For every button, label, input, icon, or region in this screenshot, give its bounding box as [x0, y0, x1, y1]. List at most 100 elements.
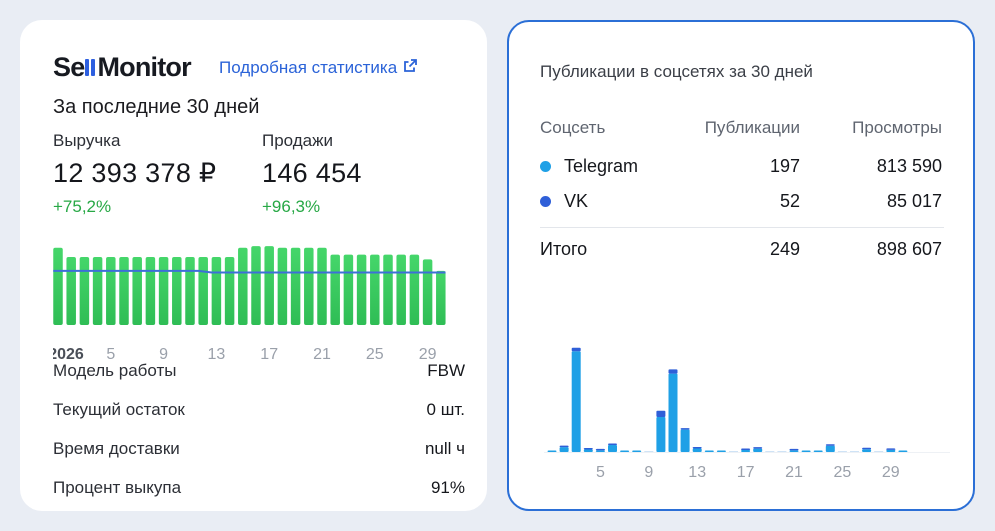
social-publications-card: Публикации в соцсетях за 30 дней Соцсеть…: [507, 20, 975, 511]
sellmonitor-logo: Se Monitor: [53, 52, 192, 82]
vk-bar: [825, 444, 835, 446]
vk-bar: [668, 369, 678, 374]
telegram-legend-dot-icon: [540, 160, 551, 172]
vk-views: 85 017: [886, 191, 942, 211]
empty-bar: [729, 451, 738, 452]
sales-bar: [277, 247, 288, 325]
trend-line: [53, 269, 446, 274]
sales-bar: [436, 270, 446, 325]
vk-bar: [571, 347, 581, 352]
sellmonitor-card: Se Monitor Подробная статистика За послед…: [20, 20, 487, 511]
vk-bar: [583, 447, 593, 450]
sales-change: +96,3%: [262, 197, 321, 216]
telegram-bar: [632, 450, 642, 452]
telegram-bar: [583, 449, 593, 452]
x-tick-label: 9: [159, 346, 168, 363]
sales-bar: [145, 257, 156, 325]
info-value: FBW: [427, 361, 465, 380]
column-header-network: Соцсеть: [540, 118, 606, 137]
vk-bar: [608, 443, 617, 445]
telegram-bar: [571, 351, 581, 452]
sales-bar: [290, 247, 301, 325]
vk-bar: [886, 448, 896, 450]
info-row-buyout-rate: Процент выкупа 91%: [53, 476, 465, 500]
network-name: VK: [564, 191, 589, 211]
sales-bar: [422, 259, 433, 325]
telegram-bar: [741, 450, 751, 452]
empty-bar: [850, 451, 859, 452]
info-value: 91%: [430, 478, 465, 497]
sales-bar: [198, 257, 208, 325]
vk-bar: [680, 428, 690, 430]
vk-legend-dot-icon: [540, 195, 551, 207]
sales-bar: [317, 247, 327, 325]
telegram-bar: [753, 448, 763, 452]
empty-bar: [644, 451, 654, 452]
vk-bar: [741, 448, 751, 451]
info-row-stock: Текущий остаток 0 шт.: [53, 398, 465, 422]
telegram-bar: [608, 445, 617, 452]
telegram-bar: [620, 450, 630, 452]
detailed-stats-link[interactable]: Подробная статистика: [219, 58, 418, 78]
vk-publications: 52: [779, 191, 800, 211]
vk-bar: [595, 448, 605, 451]
sales-bar: [53, 247, 63, 325]
x-tick-label: 13: [208, 346, 226, 363]
sales-bar: [119, 257, 129, 325]
sales-bar: [224, 257, 235, 325]
telegram-bar: [668, 373, 678, 452]
vk-bar: [559, 445, 569, 448]
x-tick-label: 9: [644, 464, 653, 481]
sales-bar: [172, 257, 182, 325]
revenue-label: Выручка: [53, 131, 121, 150]
telegram-bar: [656, 417, 666, 452]
empty-bar: [837, 451, 847, 452]
sales-bar: [238, 247, 248, 325]
empty-bar: [874, 451, 884, 452]
detailed-stats-label[interactable]: Подробная статистика: [219, 58, 398, 77]
telegram-bar: [547, 450, 557, 452]
vk-bar: [862, 447, 872, 450]
vk-bar: [789, 448, 799, 451]
telegram-bar: [704, 450, 714, 452]
x-tick-label: 29: [419, 346, 437, 363]
x-tick-label: 21: [313, 346, 331, 363]
table-divider: [540, 227, 944, 228]
info-label: Текущий остаток: [53, 400, 185, 419]
telegram-bar: [862, 449, 872, 452]
column-header-publications: Публикации: [704, 118, 800, 137]
empty-bar: [765, 451, 775, 452]
logo-bars-icon: [85, 59, 96, 76]
sales-bar: [66, 257, 76, 325]
total-label: Итого: [540, 239, 588, 259]
info-label: Процент выкупа: [53, 478, 182, 497]
network-name: Telegram: [564, 156, 639, 176]
sales-bar: [92, 257, 103, 325]
x-tick-label: 17: [260, 346, 278, 363]
telegram-bar: [789, 450, 799, 452]
sales-bar: [304, 247, 314, 325]
sales-bar: [409, 254, 420, 325]
telegram-bar: [898, 450, 908, 452]
revenue-change: +75,2%: [53, 197, 112, 216]
sales-bar: [211, 257, 222, 325]
sales-bar: [79, 257, 90, 325]
total-views: 898 607: [876, 239, 942, 259]
sales-bar: [185, 257, 195, 325]
sales-bar: [158, 257, 169, 325]
telegram-publications: 197: [769, 156, 800, 176]
total-publications: 249: [769, 239, 800, 259]
info-row-work-model: Модель работы FBW: [53, 359, 465, 383]
external-link-icon[interactable]: [403, 58, 418, 78]
sales-value: 146 454: [262, 158, 362, 188]
vk-bar: [753, 447, 763, 449]
sales-bar: [330, 254, 340, 325]
telegram-bar: [825, 445, 835, 452]
sales-bar: [370, 254, 380, 325]
telegram-bar: [801, 450, 811, 452]
period-subtitle: За последние 30 дней: [53, 96, 260, 118]
telegram-bar: [692, 448, 702, 452]
revenue-value: 12 393 378 ₽: [53, 158, 217, 188]
info-row-delivery-time: Время доставки null ч: [53, 437, 465, 461]
telegram-bar: [680, 429, 690, 452]
